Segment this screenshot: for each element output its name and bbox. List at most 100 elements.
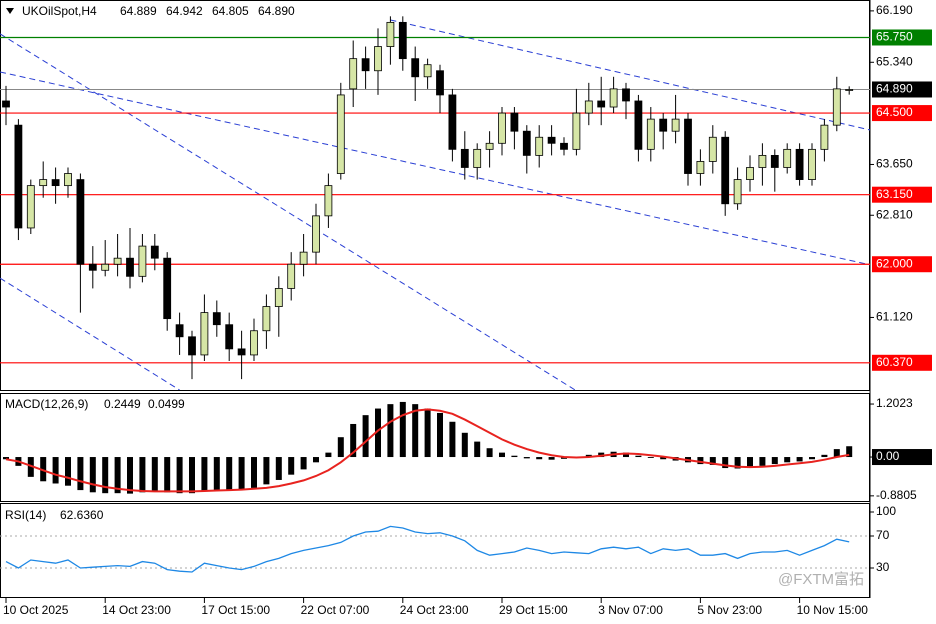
rsi-value: 62.6360 [60,508,104,522]
macd-bar [387,404,394,458]
ohlc-close: 64.890 [258,4,295,18]
candle-body [188,336,196,356]
macd-bar [437,412,443,458]
macd-bar [623,452,629,458]
macd-bar [660,457,667,460]
candle-body [584,100,593,114]
macd-bar [821,454,828,458]
macd-bar [362,415,369,458]
candle-body [312,215,320,253]
macd-bar [461,432,468,458]
rsi-line [5,525,850,573]
trendline [0,277,180,390]
candle-body [398,21,407,60]
y-tick-label: 0.00 [876,449,900,463]
candle-body [274,288,283,307]
candle-body [634,100,643,150]
candle-body [64,173,72,187]
collapse-triangle[interactable] [6,8,14,14]
candle-body [560,142,568,150]
candle-body [26,185,35,229]
macd-bar [102,457,109,494]
macd-bar [796,457,803,462]
macd-bar [399,401,406,458]
candle-body [250,330,258,356]
macd-bar [238,457,245,490]
candle-body [708,136,717,162]
macd-signal-line [5,408,850,493]
x-tick-label: 17 Oct 15:00 [201,603,270,617]
level-label: 60.370 [876,355,913,369]
macd-bar [784,457,791,463]
macd-main-value: 0.2449 [104,397,141,411]
level-label-box [872,29,932,46]
macd-bar [523,457,530,459]
candle-body [423,64,432,78]
macd-bar [499,452,505,458]
macd-bar [300,457,307,470]
macd-bar [697,457,704,465]
macd-bar [27,457,34,477]
y-tick-label: 100 [876,504,896,518]
symbol: UKOilSpot,H4 [22,4,97,18]
macd-bar [511,455,518,458]
x-tick-label: 29 Oct 15:00 [499,603,568,617]
y-tick-label: 1.2023 [876,396,913,410]
candle-body [262,306,271,332]
macd-bar [139,457,146,493]
macd-signal-value: 0.0499 [148,397,185,411]
ohlc-high: 64.942 [166,4,203,18]
candle-body [522,130,531,156]
candle-body [795,148,804,180]
candle-body [758,154,767,168]
candle-body [832,88,841,126]
candle-body [783,148,792,168]
macd-bar [548,457,555,460]
macd-bar [759,457,766,466]
candle-body [659,118,668,132]
y-tick-label: 30 [876,560,890,574]
candle-body [287,263,296,289]
candle-body [374,46,382,72]
y-tick-label: 65.340 [876,54,913,68]
candle-body [820,124,829,150]
x-tick-label: 22 Oct 07:00 [301,603,370,617]
candle-body [336,94,345,174]
macd-bar [65,457,71,486]
candle-body [126,257,134,277]
macd-bar [52,457,59,484]
macd-bar [189,457,195,494]
macd-bar [833,449,840,458]
candle-body [163,257,172,320]
candle-body [76,179,85,265]
candle-body [237,348,246,356]
macd-bar [424,408,431,458]
level-label: 62.000 [876,256,913,270]
macd-bar [3,457,9,460]
candle-body [88,263,97,271]
macd-bar [275,457,282,480]
candle-body [324,185,333,217]
candle-body [597,100,606,108]
macd-bar [313,457,319,463]
macd-bar [350,423,357,458]
candle-body [510,112,519,132]
level-label-box [872,105,932,122]
macd-bar [213,457,220,491]
candle-body [349,58,358,90]
candle-body [225,324,234,350]
candle-body [770,154,779,168]
candle-body [175,324,184,338]
ohlc-low: 64.805 [212,4,249,18]
candle-body [485,142,494,150]
macd-bar [771,457,778,465]
macd-bar [127,457,133,494]
macd-bar [635,455,642,458]
macd-bar [486,448,493,458]
candle-body [622,88,630,102]
candle-body [733,179,742,205]
candle-body [299,251,308,265]
